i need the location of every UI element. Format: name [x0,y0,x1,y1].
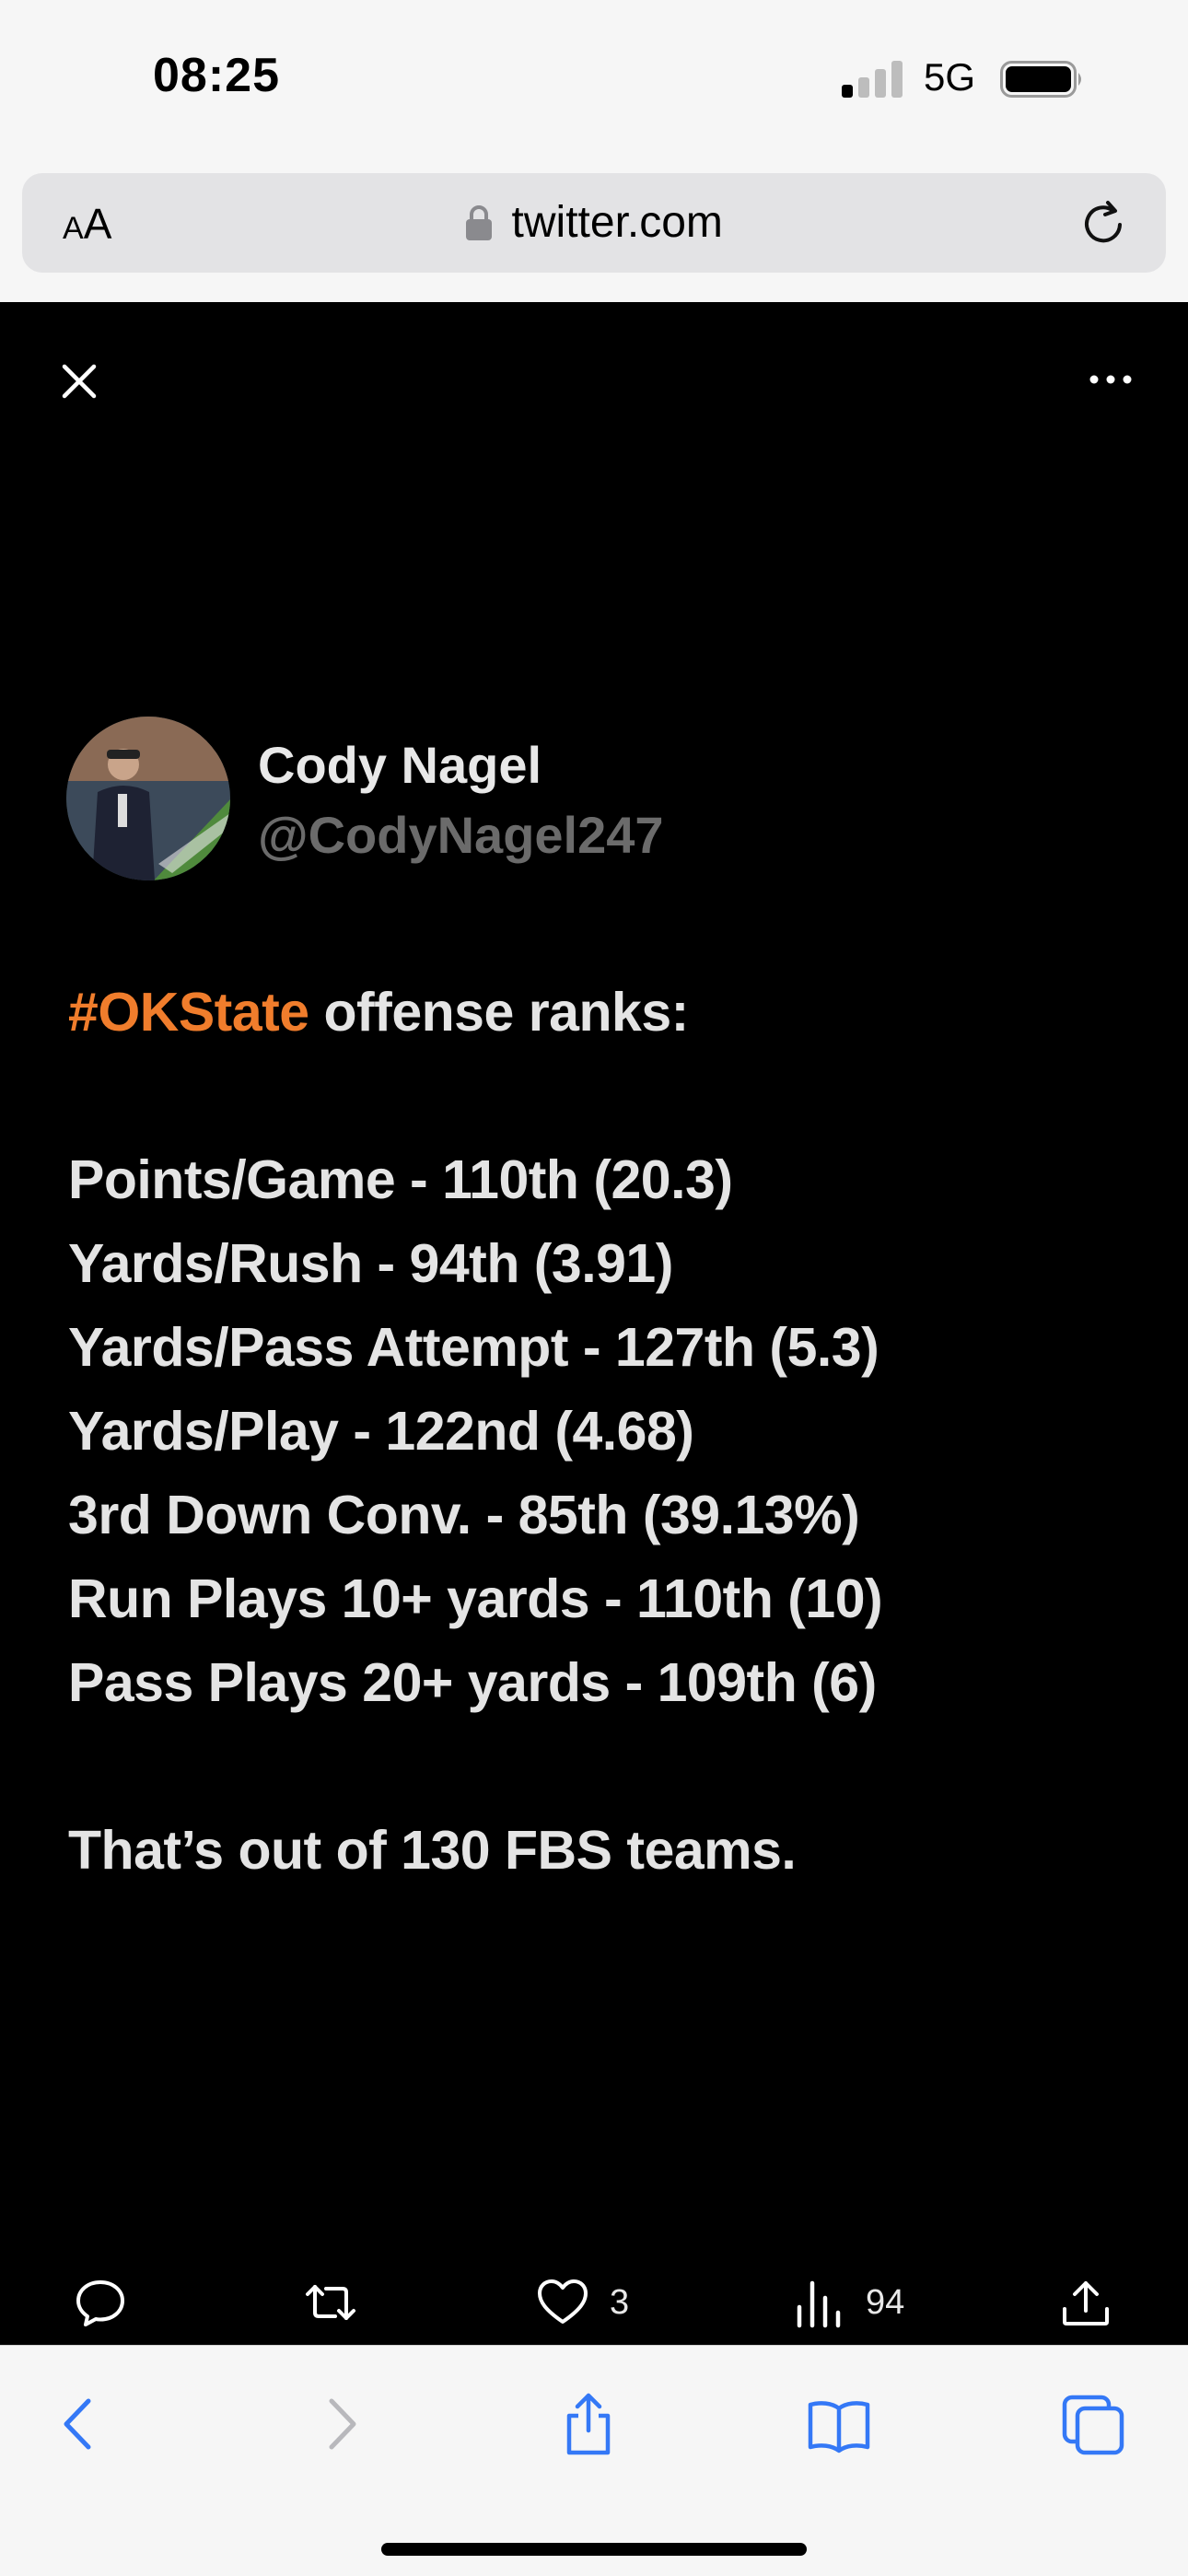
signal-icon [842,61,903,98]
reply-icon [76,2280,124,2326]
tweet-viewer: Cody Nagel @CodyNagel247 #OKState offens… [0,302,1188,2345]
stat-line: Yards/Rush - 94th (3.91) [68,1233,673,1294]
status-bar: 08:25 5G [0,0,1188,166]
back-arrow-icon[interactable] [48,2392,112,2456]
stat-line: Run Plays 10+ yards - 110th (10) [68,1568,883,1629]
tweet-footer: That’s out of 130 FBS teams. [68,1820,797,1881]
status-time: 08:25 [153,49,280,102]
retweet-icon [306,2285,355,2320]
retweet-button[interactable] [304,2275,357,2330]
spacer [68,1055,1146,1138]
tabs-icon[interactable] [1061,2392,1125,2456]
browser-toolbar [0,2345,1188,2576]
close-icon[interactable] [55,357,103,405]
stat-line: Yards/Play - 122nd (4.68) [68,1401,694,1462]
tweet-text: #OKState offense ranks: Points/Game - 11… [68,971,1146,1893]
battery-icon [1000,61,1081,98]
home-indicator[interactable] [381,2543,807,2556]
view-count: 94 [866,2282,905,2322]
like-button[interactable]: 3 [536,2275,629,2330]
views-chart-icon [797,2280,841,2328]
forward-arrow-icon[interactable] [308,2392,372,2456]
network-type: 5G [924,55,976,99]
views-button[interactable]: 94 [792,2275,904,2330]
reply-button[interactable] [74,2275,127,2330]
spacer [68,1725,1146,1809]
reload-icon[interactable] [1077,197,1129,249]
reader-text-size-button[interactable]: AA [63,200,112,248]
lock-icon [466,204,493,240]
stat-line: Yards/Pass Attempt - 127th (5.3) [68,1317,879,1378]
author-name[interactable]: Cody Nagel [258,736,542,794]
address-bar[interactable]: AA twitter.com [22,173,1166,273]
stat-line: Points/Game - 110th (20.3) [68,1149,733,1210]
url-display[interactable]: twitter.com [22,197,1166,248]
share-sheet-icon[interactable] [556,2392,621,2456]
tweet-action-bar: 3 94 [0,2253,1188,2345]
bookmarks-icon[interactable] [807,2392,871,2456]
hashtag-link[interactable]: #OKState [68,982,309,1043]
author-handle[interactable]: @CodyNagel247 [258,806,664,864]
share-button[interactable] [1059,2275,1112,2330]
tweet-headline: #OKState offense ranks: [68,982,689,1043]
more-options-icon[interactable] [1087,368,1135,390]
avatar-photo [66,717,230,880]
avatar[interactable] [66,717,230,880]
heart-icon [538,2279,588,2324]
stat-line: 3rd Down Conv. - 85th (39.13%) [68,1485,860,1545]
url-text: twitter.com [511,198,723,247]
share-icon [1063,2281,1109,2325]
like-count: 3 [610,2282,630,2322]
stat-line: Pass Plays 20+ yards - 109th (6) [68,1652,877,1713]
